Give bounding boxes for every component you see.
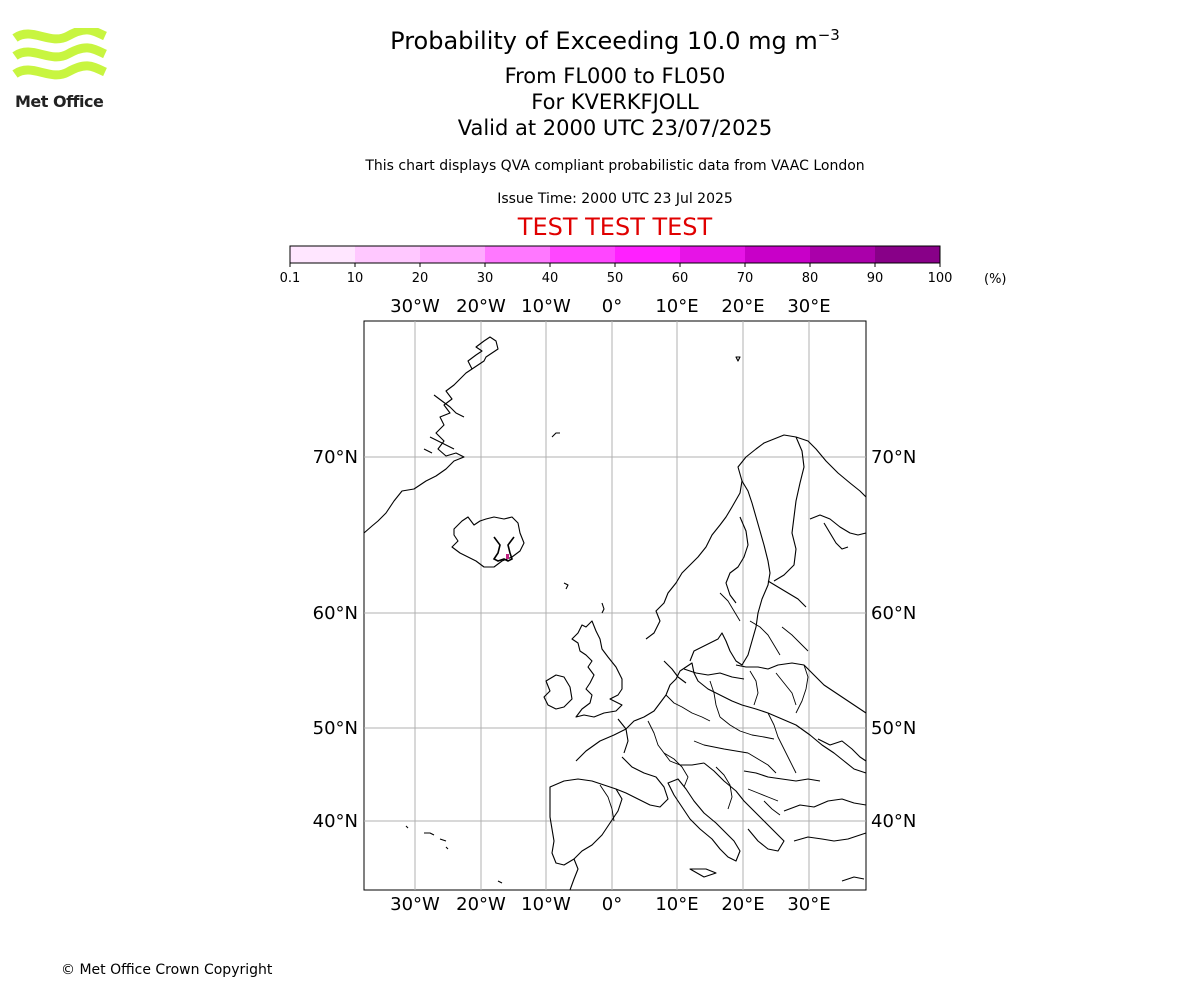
lon-label-bottom: 30°W — [390, 894, 440, 915]
kverkfjoll-volcano-marker — [492, 536, 515, 562]
colorbar-tick-label: 10 — [347, 271, 364, 286]
chart-description: This chart displays QVA compliant probab… — [365, 158, 865, 174]
lat-label-left: 40°N — [313, 811, 358, 832]
lon-label-top: 20°W — [456, 296, 506, 317]
greenland-coast — [363, 336, 499, 534]
lon-label-bottom: 0° — [602, 894, 622, 915]
test-banner: TEST TEST TEST — [517, 213, 713, 241]
lat-label-left: 70°N — [313, 447, 358, 468]
colorbar-tick-label: 70 — [737, 271, 754, 286]
lat-label-right: 60°N — [871, 603, 916, 624]
lon-label-top: 20°E — [721, 296, 764, 317]
issue-time: Issue Time: 2000 UTC 23 Jul 2025 — [497, 191, 733, 207]
colorbar-tick-label: 40 — [542, 271, 559, 286]
lat-label-right: 50°N — [871, 718, 916, 739]
colorbar-tick-label: 20 — [412, 271, 429, 286]
colorbar-segment — [290, 246, 356, 263]
colorbar-tick-label: 60 — [672, 271, 689, 286]
lon-label-top: 10°W — [521, 296, 571, 317]
chart-title: Probability of Exceeding 10.0 mg m−3 — [390, 26, 840, 55]
valid-time: Valid at 2000 UTC 23/07/2025 — [457, 116, 773, 140]
colorbar-segment — [550, 246, 616, 263]
scandinavia-coast — [645, 434, 867, 640]
lat-label-right: 70°N — [871, 447, 916, 468]
iberia-coast — [549, 778, 623, 866]
colorbar-tick-label: 90 — [867, 271, 884, 286]
lon-label-bottom: 10°E — [655, 894, 698, 915]
lat-label-left: 60°N — [313, 603, 358, 624]
probability-colorbar: 0.1 10 20 30 40 50 60 70 80 90 100 (%) — [280, 245, 1007, 287]
colorbar-tick-label: 50 — [607, 271, 624, 286]
europe-coast — [575, 662, 867, 774]
colorbar-segment — [680, 246, 746, 263]
lon-label-top: 30°W — [390, 296, 440, 317]
colorbar-segment — [745, 246, 811, 263]
met-office-logo-waves — [12, 28, 107, 80]
lat-label-right: 40°N — [871, 811, 916, 832]
lon-label-bottom: 30°E — [787, 894, 830, 915]
volcano-name: For KVERKFJOLL — [531, 90, 699, 114]
met-office-logo-text: Met Office — [15, 92, 104, 111]
colorbar-segment — [615, 246, 681, 263]
colorbar-segment — [875, 246, 941, 263]
colorbar-segment — [420, 246, 486, 263]
ireland-coast — [543, 674, 573, 710]
colorbar-segment — [810, 246, 876, 263]
italy-coast — [667, 778, 741, 862]
colorbar-segment — [355, 246, 421, 263]
lon-label-top: 10°E — [655, 296, 698, 317]
britain-coast — [571, 620, 623, 718]
lon-label-top: 0° — [602, 296, 622, 317]
colorbar-tick-label: 0.1 — [280, 271, 301, 286]
colorbar-segment — [485, 246, 551, 263]
colorbar-tick-label: 80 — [802, 271, 819, 286]
lon-label-bottom: 10°W — [521, 894, 571, 915]
map-gridlines — [364, 321, 866, 890]
lat-label-left: 50°N — [313, 718, 358, 739]
iceland-coast — [451, 516, 525, 568]
map-frame — [363, 320, 867, 891]
lon-label-top: 30°E — [787, 296, 830, 317]
europe-map: 30°W 20°W 10°W 0° 10°E 20°E 30°E 30°W 20°W 10°W 0… — [313, 296, 917, 915]
lon-label-bottom: 20°W — [456, 894, 506, 915]
colorbar-unit: (%) — [984, 272, 1007, 287]
lon-label-bottom: 20°E — [721, 894, 764, 915]
colorbar-tick-label: 100 — [928, 271, 953, 286]
colorbar-tick-label: 30 — [477, 271, 494, 286]
copyright-text: © Met Office Crown Copyright — [61, 962, 273, 978]
volcano-ash-patch — [506, 554, 509, 559]
flight-level-range: From FL000 to FL050 — [504, 64, 726, 88]
